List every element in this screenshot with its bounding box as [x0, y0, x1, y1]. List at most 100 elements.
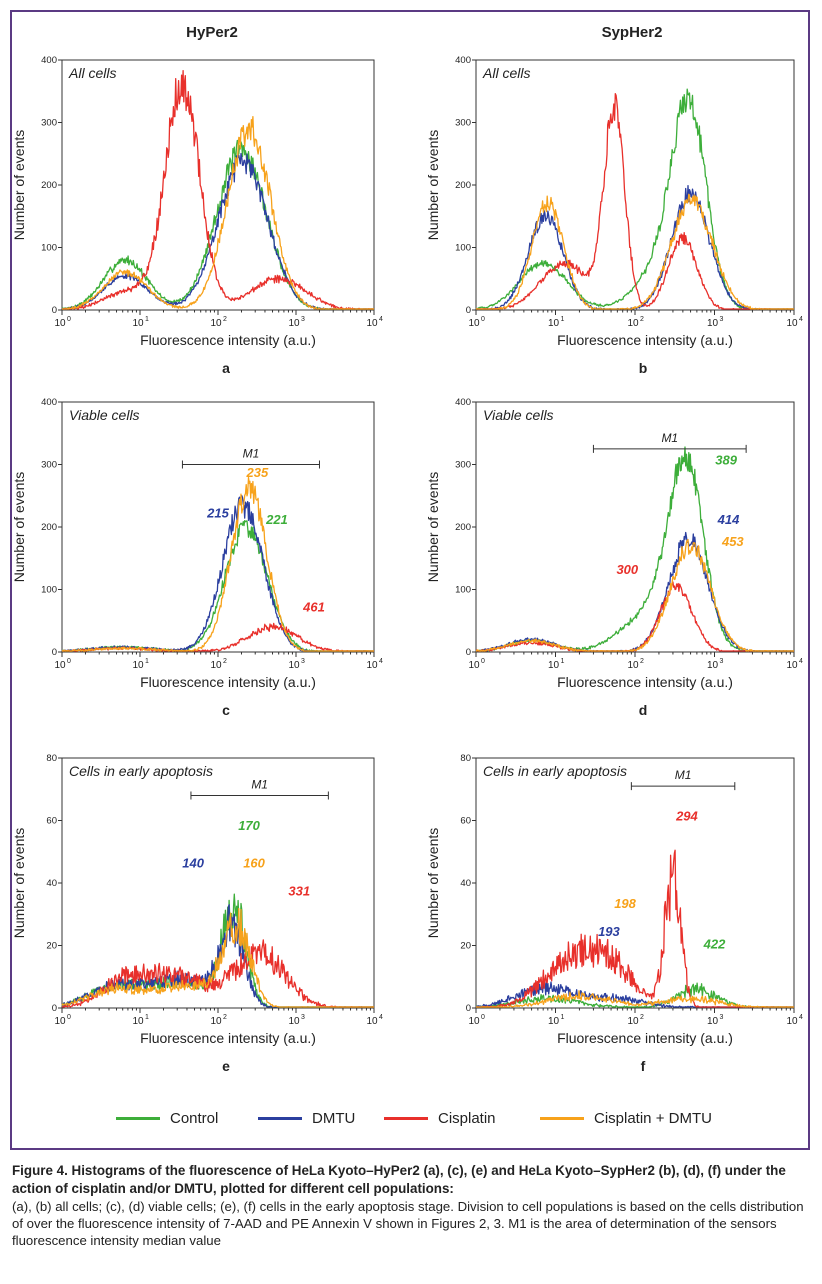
m1-label: M1 [661, 431, 678, 445]
caption-body: (a), (b) all cells; (c), (d) viable cell… [12, 1199, 804, 1248]
y-axis-label: Number of events [11, 828, 27, 939]
x-tick-label: 10 [468, 318, 480, 329]
x-tick-label: 10 [627, 1016, 639, 1027]
x-tick-label: 10 [548, 1016, 560, 1027]
legend-swatch-control [116, 1117, 160, 1120]
legend: Control DMTU Cisplatin Cisplatin + DMTU [0, 1110, 822, 1134]
x-tick-label: 10 [468, 660, 480, 671]
x-tick-label: 10 [366, 1016, 378, 1027]
x-tick-label: 10 [366, 660, 378, 671]
plot-area-c [61, 401, 375, 653]
y-tick-label: 200 [455, 180, 471, 191]
x-tick-label: 10 [786, 660, 798, 671]
x-tick-exponent: 4 [379, 1014, 383, 1021]
y-tick-label: 100 [455, 243, 471, 254]
x-tick-exponent: 2 [640, 1014, 644, 1021]
y-tick-label: 20 [46, 941, 57, 952]
x-tick-exponent: 3 [301, 316, 305, 323]
series-line-cisplatin-dmtu [475, 193, 794, 310]
x-tick-exponent: 4 [799, 316, 803, 323]
legend-label-cisplatin: Cisplatin [438, 1110, 496, 1127]
median-label: 170 [238, 818, 260, 833]
x-tick-label: 10 [707, 660, 719, 671]
y-tick-label: 0 [52, 647, 57, 658]
x-tick-label: 10 [548, 660, 560, 671]
x-tick-exponent: 0 [67, 658, 71, 665]
series-line-cisplatin-dmtu [476, 990, 794, 1008]
x-tick-label: 10 [786, 318, 798, 329]
x-tick-exponent: 0 [67, 1014, 71, 1021]
x-tick-label: 10 [210, 1016, 222, 1027]
y-tick-label: 0 [52, 305, 57, 316]
legend-item-control: Control [116, 1110, 218, 1127]
median-label: 294 [675, 809, 698, 824]
x-tick-label: 10 [366, 318, 378, 329]
x-tick-exponent: 2 [640, 658, 644, 665]
x-tick-label: 10 [210, 660, 222, 671]
panel-letter: e [222, 1058, 230, 1074]
x-axis-label: Fluorescence intensity (a.u.) [140, 1030, 316, 1046]
series-line-cisplatin [62, 69, 374, 310]
x-axis-label: Fluorescence intensity (a.u.) [557, 674, 733, 690]
figure-caption: Figure 4. Histograms of the fluorescence… [12, 1162, 812, 1249]
column-title-hyper2: HyPer2 [186, 24, 238, 41]
y-tick-label: 60 [460, 816, 471, 827]
x-tick-label: 10 [132, 660, 144, 671]
x-tick-exponent: 1 [145, 1014, 149, 1021]
y-tick-label: 300 [41, 460, 57, 471]
m1-label: M1 [243, 447, 260, 461]
median-label: 198 [614, 896, 636, 911]
x-tick-label: 10 [288, 660, 300, 671]
legend-label-cisplatin-dmtu: Cisplatin + DMTU [594, 1110, 712, 1127]
x-tick-label: 10 [132, 1016, 144, 1027]
x-tick-label: 10 [288, 1016, 300, 1027]
y-tick-label: 20 [460, 941, 471, 952]
median-label: 414 [717, 512, 740, 527]
y-axis-label: Number of events [11, 130, 27, 241]
x-tick-label: 10 [786, 1016, 798, 1027]
y-tick-label: 0 [52, 1003, 57, 1014]
panel-letter: d [639, 702, 648, 718]
x-tick-exponent: 0 [481, 658, 485, 665]
x-tick-exponent: 2 [640, 316, 644, 323]
median-label: 215 [206, 506, 229, 521]
x-tick-exponent: 4 [379, 316, 383, 323]
m1-label: M1 [251, 778, 268, 792]
series-line-cisplatin-dmtu [62, 115, 375, 310]
y-tick-label: 200 [41, 522, 57, 533]
y-tick-label: 0 [466, 1003, 471, 1014]
x-tick-exponent: 1 [561, 658, 565, 665]
y-tick-label: 100 [41, 243, 57, 254]
median-label: 300 [616, 562, 638, 577]
x-tick-exponent: 2 [223, 316, 227, 323]
y-tick-label: 400 [41, 397, 57, 408]
y-tick-label: 300 [41, 118, 57, 129]
x-tick-label: 10 [132, 318, 144, 329]
median-label: 453 [721, 534, 744, 549]
y-tick-label: 200 [455, 522, 471, 533]
population-label: All cells [68, 65, 116, 81]
y-axis-label: Number of events [425, 472, 441, 583]
panel-letter: b [639, 360, 648, 376]
x-tick-exponent: 3 [720, 316, 724, 323]
series-line-cisplatin [476, 93, 794, 310]
population-label: All cells [482, 65, 530, 81]
x-tick-exponent: 2 [223, 658, 227, 665]
y-tick-label: 400 [455, 397, 471, 408]
x-tick-label: 10 [54, 318, 66, 329]
median-label: 160 [243, 855, 265, 870]
legend-swatch-cisplatin-dmtu [540, 1117, 584, 1120]
series-line-cisplatin-dmtu [475, 538, 794, 652]
y-tick-label: 0 [466, 305, 471, 316]
x-tick-label: 10 [707, 1016, 719, 1027]
x-axis-label: Fluorescence intensity (a.u.) [557, 1030, 733, 1046]
x-tick-label: 10 [627, 660, 639, 671]
population-label: Viable cells [483, 407, 554, 423]
plot-area-d [475, 401, 795, 653]
x-axis-label: Fluorescence intensity (a.u.) [557, 332, 733, 348]
y-tick-label: 100 [455, 585, 471, 596]
legend-item-dmtu: DMTU [258, 1110, 355, 1127]
y-axis-label: Number of events [425, 828, 441, 939]
y-tick-label: 300 [455, 118, 471, 129]
